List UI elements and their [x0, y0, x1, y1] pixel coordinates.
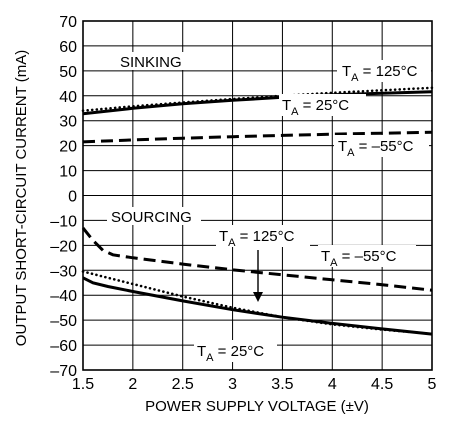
sink-125-label-bg [337, 60, 431, 82]
x-tick-labels: 1.5 2 2.5 3 3.5 4 4.5 5 [72, 376, 437, 393]
src-m55-label: TA = –55°C [321, 248, 397, 269]
src-125-label: TA = 125°C [219, 228, 295, 249]
series-line-sinking-dashed [82, 130, 433, 144]
src-25-label: TA = 25°C [197, 343, 264, 364]
series-line-sinking-solid [82, 90, 433, 116]
y-tick-label: –70 [50, 363, 77, 380]
series-line-sourcing-dashed [81, 226, 433, 292]
x-tick-label: 3 [228, 376, 237, 393]
sink-m55-label-bg [334, 135, 429, 157]
sink-25-label-bg [279, 94, 366, 116]
y-tick-label: 70 [59, 14, 77, 31]
y-tick-label: 50 [59, 64, 77, 81]
x-tick-label: 2 [128, 376, 137, 393]
sink-25-label: TA = 25°C [282, 97, 349, 118]
x-tick-label: 2.5 [172, 376, 194, 393]
src-m55-label-bg [318, 245, 416, 267]
series-line-sourcing-solid [82, 276, 433, 336]
sourcing-label-bg [107, 207, 201, 225]
y-tick-label: 60 [59, 39, 77, 56]
y-tick-label: –30 [50, 263, 77, 280]
x-tick-label: 4.5 [371, 376, 393, 393]
y-axis-title: OUTPUT SHORT-CIRCUIT CURRENT (mA) [13, 50, 30, 346]
y-tick-label: 20 [59, 139, 77, 156]
y-tick-label: –40 [50, 288, 77, 305]
x-tick-label: 3.5 [271, 376, 293, 393]
sink-m55-label: TA = –55°C [338, 138, 414, 159]
series-group [81, 86, 434, 336]
src-25-label-bg [194, 340, 277, 362]
y-tick-label: 10 [59, 164, 77, 181]
y-tick-label: –10 [50, 213, 77, 230]
y-tick-label: –50 [50, 313, 77, 330]
y-tick-label: 40 [59, 89, 77, 106]
src-125-arrow-head [253, 292, 263, 302]
sinking-label: SINKING [120, 54, 182, 71]
src-125-label-bg [216, 225, 310, 247]
annotations: SINKING TA = 125°C TA = 25°C TA = –55°C SOUR… [111, 54, 418, 364]
y-tick-label: –20 [50, 238, 77, 255]
sink-125-label: TA = 125°C [342, 63, 418, 84]
x-tick-label: 4 [328, 376, 337, 393]
sourcing-label: SOURCING [111, 209, 192, 226]
plot-frame [82, 20, 433, 371]
x-axis-title: POWER SUPPLY VOLTAGE (±V) [145, 398, 369, 415]
y-tick-labels: 70 60 50 40 30 20 10 0 –10 –20 –30 –40 –50 –60 –70 [50, 14, 77, 380]
x-tick-label: 1.5 [72, 376, 94, 393]
sinking-label-bg [112, 52, 190, 70]
x-tick-label: 5 [428, 376, 437, 393]
y-tick-label: 0 [68, 189, 77, 206]
y-tick-label: –60 [50, 338, 77, 355]
y-tick-label: 30 [59, 114, 77, 131]
annotation-backgrounds [107, 52, 431, 362]
